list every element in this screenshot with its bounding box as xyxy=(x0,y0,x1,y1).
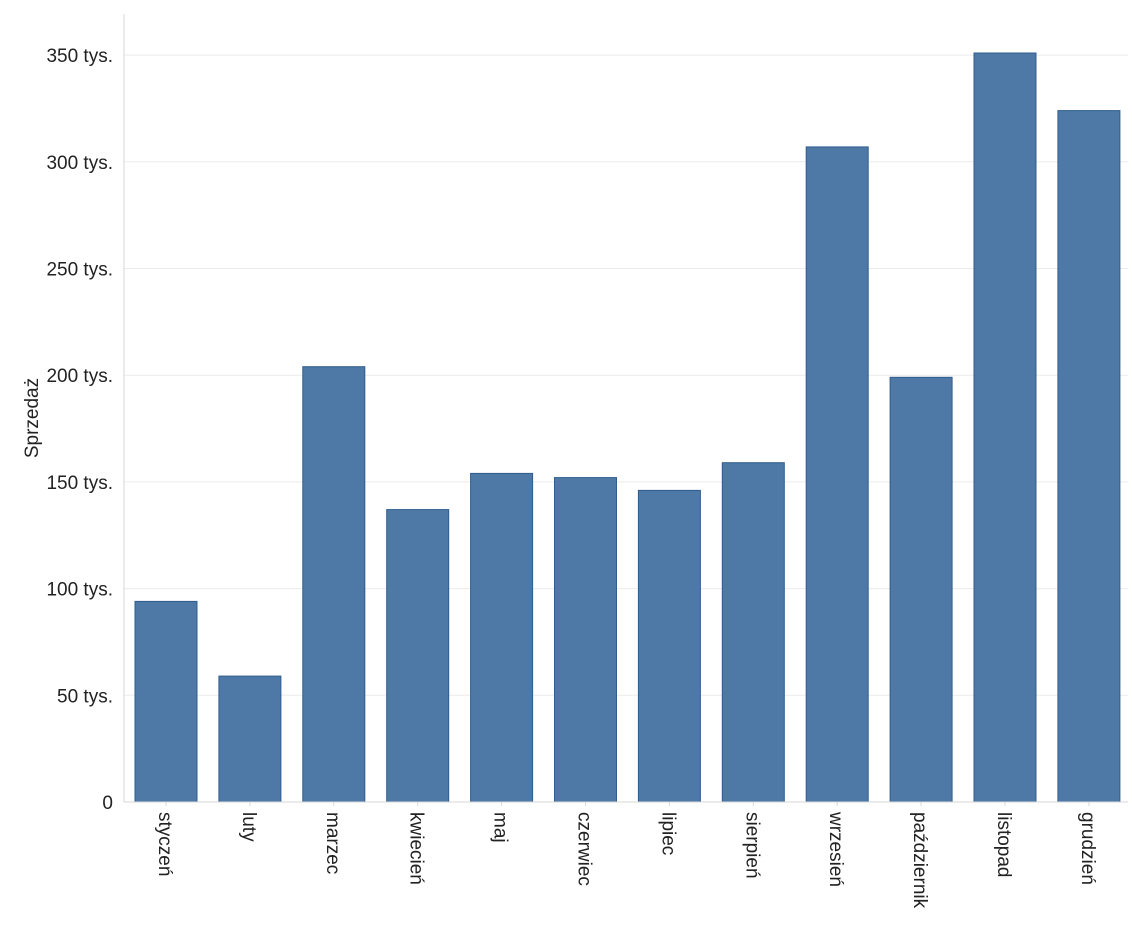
x-tick-label: grudzień xyxy=(1077,812,1098,885)
x-tick-label: marzec xyxy=(322,812,343,874)
bar[interactable] xyxy=(889,376,953,803)
y-axis-label: Sprzedaż xyxy=(22,378,43,458)
bar[interactable] xyxy=(973,52,1037,803)
x-tick-label: czerwiec xyxy=(574,812,595,886)
x-tick-label: sierpień xyxy=(741,812,762,879)
x-tick-label: wrzesień xyxy=(825,811,846,887)
bar[interactable] xyxy=(805,146,869,803)
y-tick-label: 200 tys. xyxy=(46,366,113,387)
gridlines xyxy=(124,54,1128,696)
bar[interactable] xyxy=(637,489,701,803)
x-tick-label: maj xyxy=(490,812,511,843)
y-tick-label: 350 tys. xyxy=(46,46,113,67)
bar[interactable] xyxy=(470,472,534,803)
x-tick-label: kwiecień xyxy=(406,812,427,885)
y-tick-label: 0 xyxy=(102,793,113,814)
y-tick-label: 250 tys. xyxy=(46,260,113,281)
x-tick-label: luty xyxy=(238,812,259,842)
y-tick-labels: 0 50 tys. 100 tys. 150 tys. 200 tys. 250 tys.… xyxy=(46,46,113,814)
bar[interactable] xyxy=(218,675,282,803)
bar[interactable] xyxy=(721,462,785,803)
bar[interactable] xyxy=(302,366,366,803)
bar[interactable] xyxy=(134,600,198,803)
bar[interactable] xyxy=(1057,110,1121,803)
x-tick-label: listopad xyxy=(993,812,1014,878)
y-tick-label: 150 tys. xyxy=(46,473,113,494)
y-tick-label: 50 tys. xyxy=(57,686,113,707)
bar[interactable] xyxy=(554,477,617,803)
x-tick-label: lipiec xyxy=(657,812,678,855)
bars xyxy=(134,52,1121,803)
y-tick-label: 300 tys. xyxy=(46,153,113,174)
y-tick-label: 100 tys. xyxy=(46,580,113,601)
x-tick-labels: styczeń luty marzec kwiecień maj czerwiec lipi… xyxy=(154,811,1098,909)
x-tick-label: październik xyxy=(909,812,930,909)
axes xyxy=(123,14,1128,806)
x-tick-label: styczeń xyxy=(154,812,175,876)
bar[interactable] xyxy=(386,509,450,803)
